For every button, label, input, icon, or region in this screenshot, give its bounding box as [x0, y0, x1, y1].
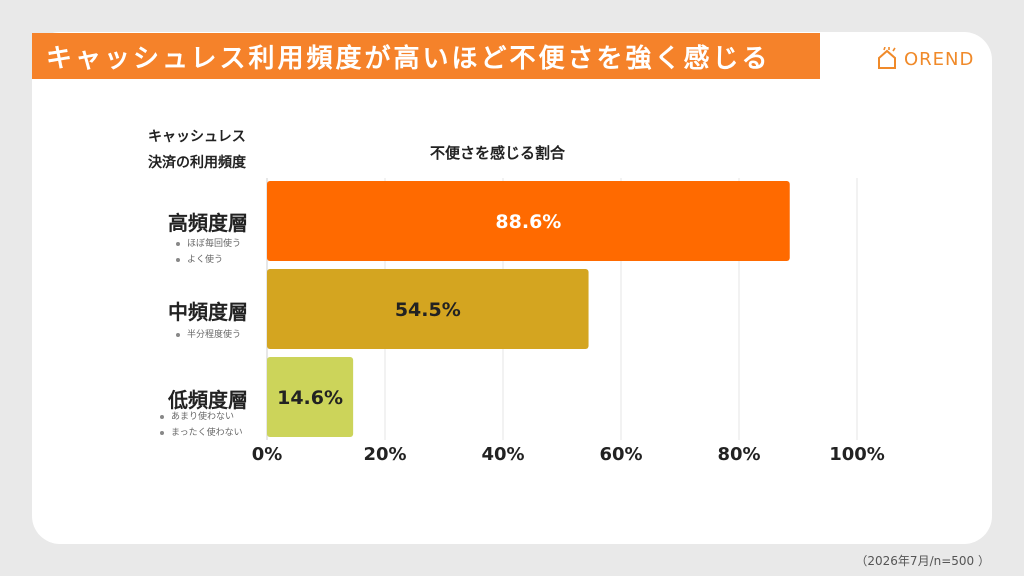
category-label: 低頻度層 [168, 388, 248, 412]
title-banner: キャッシュレス利用頻度が高いほど不便さを強く感じる [32, 33, 820, 79]
category-sublabel: まったく使わない [160, 425, 243, 441]
x-tick-label: 0% [252, 444, 283, 465]
footnote: （2026年7月/n=500 ） [855, 554, 990, 568]
y-axis-label-line: キャッシュレス [148, 129, 246, 145]
category-sublabel: よく使う [176, 252, 241, 268]
category-sublabels: 半分程度使う [176, 327, 241, 343]
category-sublabels: ほぼ毎回使う よく使う [176, 236, 241, 268]
x-tick-label: 20% [363, 444, 406, 465]
x-tick-label: 40% [481, 444, 524, 465]
bar [267, 269, 589, 349]
x-tick-label: 60% [599, 444, 642, 465]
category-sublabel: あまり使わない [160, 409, 243, 425]
bar [267, 357, 354, 437]
data-label: 14.6% [277, 387, 343, 409]
category-sublabels: あまり使わない まったく使わない [160, 409, 243, 441]
y-axis-label-line: 決済の利用頻度 [148, 155, 246, 171]
x-tick-label: 80% [717, 444, 760, 465]
house-icon [878, 47, 896, 69]
logo: OREND [876, 44, 974, 74]
data-label: 88.6% [495, 211, 561, 233]
category-label: 高頻度層 [168, 211, 248, 235]
logo-text: OREND [904, 48, 975, 70]
data-label: 54.5% [395, 299, 461, 321]
y-axis-label: キャッシュレス 決済の利用頻度 [148, 124, 246, 176]
x-tick-label: 100% [829, 444, 885, 465]
x-axis-label: 不便さを感じる割合 [430, 144, 566, 162]
category-sublabel: ほぼ毎回使う [176, 236, 241, 252]
category-label: 中頻度層 [168, 300, 248, 324]
bar [267, 181, 790, 261]
category-sublabel: 半分程度使う [176, 327, 241, 343]
